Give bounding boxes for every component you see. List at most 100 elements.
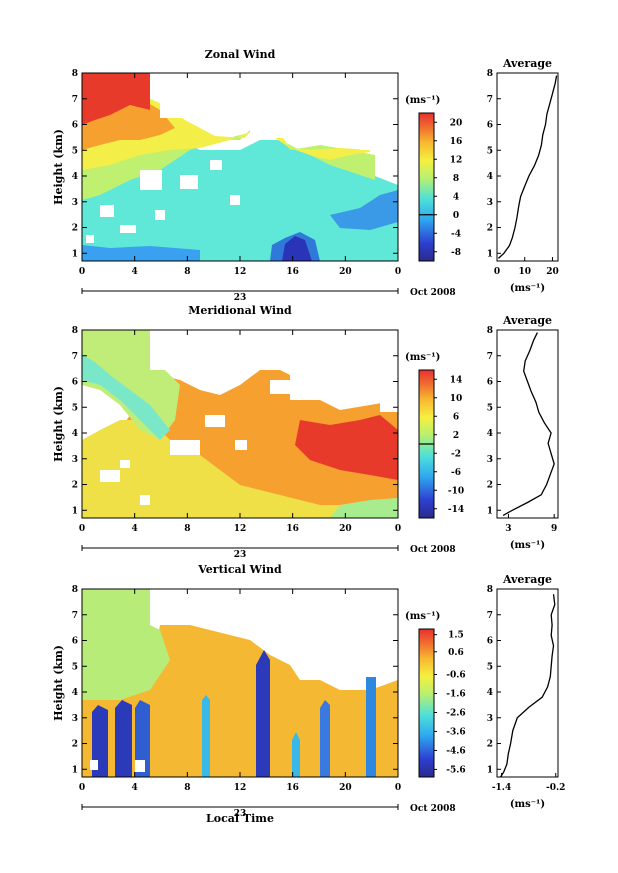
x-tick-label: 8 — [184, 524, 190, 534]
y-tick-label: 6 — [72, 121, 78, 131]
average-y-tick-label: 6 — [487, 121, 493, 131]
colorbar-tick-label: -1.6 — [446, 690, 465, 700]
average-y-tick-label: 2 — [487, 224, 493, 234]
zonal-field-darkblue — [282, 236, 312, 261]
x-tick-label: 20 — [339, 524, 352, 534]
average-y-tick-label: 3 — [487, 455, 493, 465]
date-label: Oct 2008 — [410, 288, 456, 298]
average-title: Average — [502, 573, 552, 586]
average-y-tick-label: 6 — [487, 637, 493, 647]
average-y-tick-label: 8 — [487, 69, 493, 79]
colorbar-tick-label: -0.6 — [446, 671, 465, 681]
x-tick-label: 12 — [234, 783, 247, 793]
date-label: Oct 2008 — [410, 804, 456, 814]
colorbar-tick-label: -4 — [451, 229, 461, 239]
zonal-field-rightblue — [330, 190, 398, 230]
zonal-field-red — [82, 73, 150, 125]
average-x-tick-label: 3 — [505, 524, 511, 534]
colorbar-tick-label: 16 — [450, 137, 463, 147]
x-tick-label: 20 — [339, 267, 352, 277]
x-tick-label: 8 — [184, 267, 190, 277]
colorbar-tick-label: -14 — [448, 505, 464, 515]
meridional-field-red — [295, 415, 398, 480]
y-tick-label: 1 — [72, 506, 78, 516]
date-label: Oct 2008 — [410, 545, 456, 555]
colorbar-tick-label: -5.6 — [446, 765, 465, 775]
colorbar-tick-label: 6 — [453, 412, 459, 422]
colorbar-unit: (ms⁻¹) — [405, 611, 440, 622]
average-profile-line — [502, 332, 555, 516]
average-y-tick-label: 5 — [487, 146, 493, 156]
vertical-title: Vertical Wind — [197, 563, 282, 576]
y-tick-label: 7 — [72, 352, 78, 362]
average-x-tick-label: 9 — [551, 524, 557, 534]
average-y-tick-label: 1 — [487, 765, 493, 775]
x-tick-label: 16 — [286, 524, 299, 534]
colorbar-tick-label: 1.5 — [448, 631, 464, 641]
average-y-tick-label: 5 — [487, 403, 493, 413]
y-tick-label: 5 — [72, 662, 78, 672]
y-tick-label: 3 — [72, 198, 78, 208]
y-tick-label: 6 — [72, 637, 78, 647]
y-tick-label: 4 — [72, 429, 78, 439]
y-tick-label: 4 — [72, 172, 78, 182]
vertical-data-gaps — [90, 589, 398, 772]
x-tick-label: 0 — [79, 267, 85, 277]
y-tick-label: 2 — [72, 740, 78, 750]
x-tick-label: 0 — [395, 267, 401, 277]
colorbar-tick-label: 8 — [453, 174, 459, 184]
average-x-tick-label: 0 — [494, 267, 500, 277]
vertical-field-blue-c — [135, 700, 150, 777]
average-xlabel: (ms⁻¹) — [510, 540, 545, 551]
x-tick-label: 0 — [395, 783, 401, 793]
zonal-field-lowblue — [82, 245, 200, 261]
vertical-field-cyan-c — [320, 700, 330, 777]
x-tick-label: 20 — [339, 783, 352, 793]
zonal-data-gaps — [86, 73, 398, 243]
colorbar-tick-label: 4 — [453, 192, 459, 202]
average-y-tick-label: 7 — [487, 352, 493, 362]
y-tick-label: 3 — [72, 455, 78, 465]
average-frame — [496, 588, 559, 778]
average-y-tick-label: 2 — [487, 740, 493, 750]
x-tick-label: 4 — [132, 524, 138, 534]
average-y-tick-label: 7 — [487, 95, 493, 105]
colorbar-tick-label: -2.6 — [446, 708, 465, 718]
y-tick-label: 8 — [72, 326, 78, 336]
vertical-field-blue-b — [115, 700, 132, 777]
average-y-tick-label: 6 — [487, 378, 493, 388]
colorbar-tick-label: 0 — [453, 211, 459, 221]
y-tick-label: 7 — [72, 95, 78, 105]
y-tick-label: 1 — [72, 765, 78, 775]
average-y-tick-label: 2 — [487, 481, 493, 491]
y-tick-label: 8 — [72, 69, 78, 79]
zonal-title: Zonal Wind — [205, 48, 276, 61]
vertical-field-blue-d — [256, 650, 270, 777]
colorbar-tick-label: 2 — [453, 431, 459, 441]
average-x-tick-label: -0.2 — [546, 783, 565, 793]
colorbar-scale — [418, 112, 435, 262]
y-tick-label: 4 — [72, 688, 78, 698]
average-y-tick-label: 1 — [487, 249, 493, 259]
average-y-tick-label: 5 — [487, 662, 493, 672]
average-y-tick-label: 8 — [487, 326, 493, 336]
colorbar-scale — [418, 628, 435, 778]
vertical-field-cyan-d — [366, 662, 376, 777]
vertical-ylabel: Height (km) — [52, 645, 65, 721]
y-tick-label: 5 — [72, 403, 78, 413]
colorbar-tick-label: 12 — [450, 155, 463, 165]
x-tick-label: 0 — [79, 783, 85, 793]
zonal-ylabel: Height (km) — [52, 129, 65, 205]
average-y-tick-label: 4 — [487, 429, 493, 439]
colorbar-tick-label: 10 — [450, 394, 463, 404]
y-tick-label: 2 — [72, 224, 78, 234]
meridional-field-lightgreen — [330, 498, 398, 518]
colorbar-unit: (ms⁻¹) — [405, 95, 440, 106]
average-xlabel: (ms⁻¹) — [510, 799, 545, 810]
x-tick-label: 16 — [286, 267, 299, 277]
